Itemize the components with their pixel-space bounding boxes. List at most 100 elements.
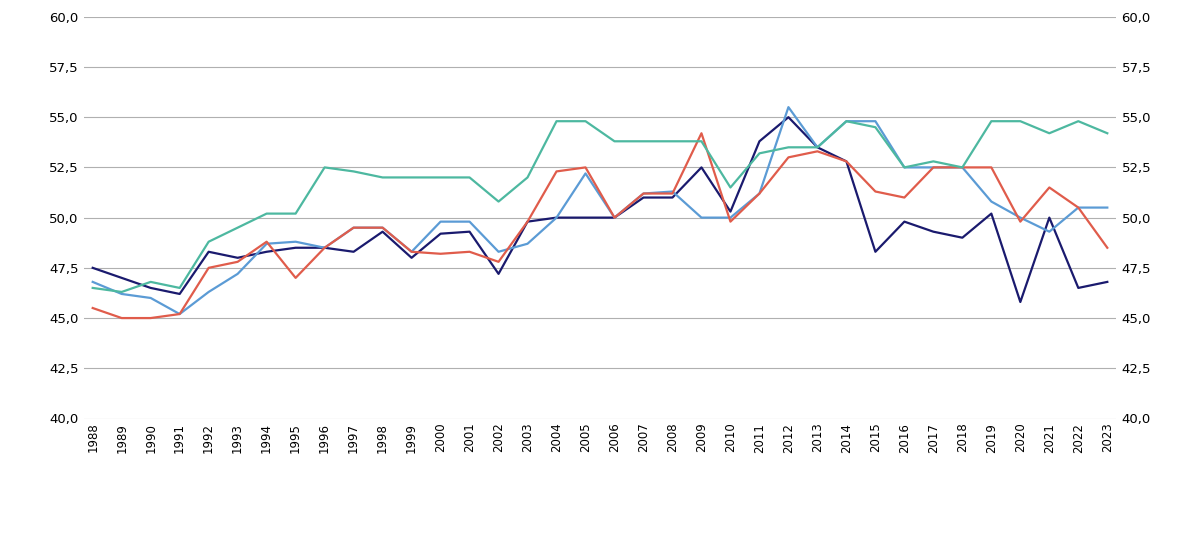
- Nest størst: [550, 168, 564, 175]
- Nest størst: [259, 238, 274, 245]
- Nest størst: [85, 305, 100, 311]
- Nest størst: [636, 190, 650, 197]
- Nest minst: [984, 198, 998, 205]
- Små: [810, 144, 824, 151]
- Nest størst: [607, 214, 622, 221]
- Små: [578, 214, 593, 221]
- Nest minst: [144, 295, 158, 301]
- Små: [433, 230, 448, 237]
- Store: [724, 184, 738, 191]
- Store: [491, 198, 505, 205]
- Små: [898, 218, 912, 225]
- Små: [85, 264, 100, 271]
- Nest størst: [724, 218, 738, 225]
- Nest minst: [347, 224, 361, 231]
- Nest størst: [173, 311, 187, 318]
- Små: [839, 158, 853, 165]
- Nest minst: [810, 144, 824, 151]
- Legend: Små, Nest minst, Nest størst, Store: Små, Nest minst, Nest størst, Store: [358, 555, 842, 558]
- Nest størst: [810, 148, 824, 155]
- Nest minst: [1013, 214, 1027, 221]
- Små: [462, 228, 476, 235]
- Nest størst: [433, 251, 448, 257]
- Store: [984, 118, 998, 124]
- Store: [695, 138, 709, 145]
- Små: [1042, 214, 1056, 221]
- Store: [144, 278, 158, 285]
- Nest minst: [724, 214, 738, 221]
- Store: [259, 210, 274, 217]
- Nest størst: [376, 224, 390, 231]
- Nest minst: [318, 244, 332, 251]
- Nest størst: [578, 164, 593, 171]
- Små: [665, 194, 679, 201]
- Nest minst: [462, 218, 476, 225]
- Små: [781, 114, 796, 121]
- Nest størst: [404, 248, 419, 255]
- Line: Nest størst: Nest størst: [92, 133, 1108, 318]
- Store: [781, 144, 796, 151]
- Små: [521, 218, 535, 225]
- Nest minst: [1072, 204, 1086, 211]
- Nest minst: [607, 214, 622, 221]
- Store: [85, 285, 100, 291]
- Store: [173, 285, 187, 291]
- Små: [1072, 285, 1086, 291]
- Små: [607, 214, 622, 221]
- Nest minst: [1042, 228, 1056, 235]
- Store: [202, 238, 216, 245]
- Nest minst: [173, 311, 187, 318]
- Store: [665, 138, 679, 145]
- Store: [433, 174, 448, 181]
- Små: [1100, 278, 1115, 285]
- Nest størst: [288, 275, 302, 281]
- Nest minst: [433, 218, 448, 225]
- Store: [752, 150, 767, 157]
- Store: [318, 164, 332, 171]
- Nest minst: [550, 214, 564, 221]
- Line: Store: Store: [92, 121, 1108, 292]
- Små: [288, 244, 302, 251]
- Små: [202, 248, 216, 255]
- Nest størst: [984, 164, 998, 171]
- Nest størst: [202, 264, 216, 271]
- Små: [376, 228, 390, 235]
- Nest minst: [868, 118, 882, 124]
- Store: [230, 224, 245, 231]
- Nest størst: [318, 244, 332, 251]
- Små: [636, 194, 650, 201]
- Store: [1042, 130, 1056, 137]
- Små: [404, 254, 419, 261]
- Små: [173, 291, 187, 297]
- Store: [521, 174, 535, 181]
- Nest størst: [1042, 184, 1056, 191]
- Nest minst: [695, 214, 709, 221]
- Små: [114, 275, 128, 281]
- Store: [462, 174, 476, 181]
- Nest størst: [1100, 244, 1115, 251]
- Nest minst: [1100, 204, 1115, 211]
- Nest minst: [926, 164, 941, 171]
- Nest minst: [521, 240, 535, 247]
- Små: [259, 248, 274, 255]
- Nest størst: [491, 258, 505, 265]
- Nest minst: [752, 190, 767, 197]
- Line: Små: Små: [92, 117, 1108, 302]
- Store: [288, 210, 302, 217]
- Store: [404, 174, 419, 181]
- Nest minst: [636, 190, 650, 197]
- Store: [868, 124, 882, 131]
- Nest størst: [926, 164, 941, 171]
- Store: [839, 118, 853, 124]
- Store: [1013, 118, 1027, 124]
- Nest størst: [898, 194, 912, 201]
- Nest minst: [404, 248, 419, 255]
- Store: [347, 168, 361, 175]
- Små: [347, 248, 361, 255]
- Små: [724, 208, 738, 215]
- Nest minst: [230, 271, 245, 277]
- Nest minst: [202, 288, 216, 295]
- Nest minst: [288, 238, 302, 245]
- Nest størst: [665, 190, 679, 197]
- Store: [1100, 130, 1115, 137]
